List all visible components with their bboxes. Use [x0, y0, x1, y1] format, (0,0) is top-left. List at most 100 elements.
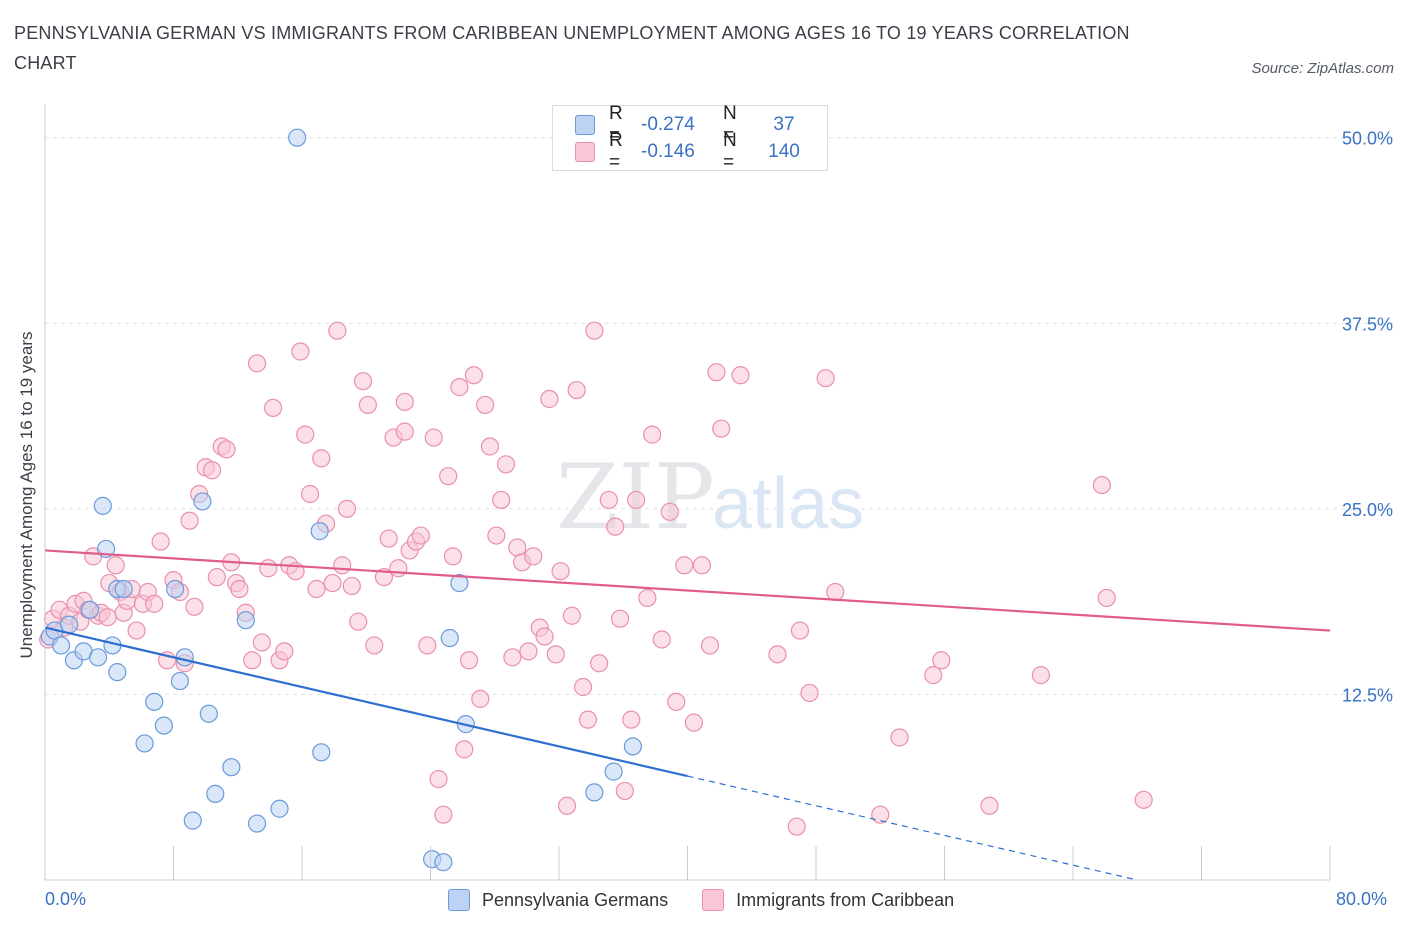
data-point: [243, 651, 262, 670]
data-point: [480, 437, 500, 456]
y-tick-label: 37.5%: [1342, 314, 1393, 334]
data-point: [519, 642, 538, 661]
data-point: [557, 796, 577, 815]
data-point: [932, 651, 951, 670]
data-point: [395, 422, 414, 441]
data-point: [424, 428, 443, 447]
data-point: [183, 811, 202, 830]
legend-n-label: N =: [723, 103, 737, 146]
data-point: [263, 398, 283, 417]
data-point: [551, 562, 570, 581]
legend-swatch-blue: [575, 115, 595, 135]
data-point: [684, 713, 704, 732]
data-point: [145, 594, 164, 613]
data-point: [247, 814, 267, 833]
data-point: [567, 380, 586, 400]
data-point: [88, 648, 108, 667]
legend-n-label: N =: [723, 130, 737, 173]
data-point: [365, 636, 384, 655]
data-point: [1031, 666, 1050, 685]
data-point: [622, 710, 641, 729]
data-point: [626, 490, 646, 510]
legend-swatch-pink: [575, 142, 595, 162]
data-point: [323, 573, 342, 593]
data-point: [175, 648, 194, 667]
x-tick-min: 0.0%: [45, 889, 87, 909]
data-point: [599, 490, 618, 510]
data-point: [230, 579, 249, 599]
data-point: [300, 484, 320, 504]
x-tick-max: 80.0%: [1336, 889, 1388, 909]
data-point: [450, 378, 469, 397]
data-point: [80, 600, 100, 619]
data-point: [487, 526, 506, 545]
data-point: [288, 128, 307, 147]
legend-item-pennsylvania-germans[interactable]: Pennsylvania Germans: [448, 889, 668, 911]
data-point: [675, 556, 694, 575]
data-point: [59, 615, 79, 634]
watermark-atlas: atlas: [712, 464, 864, 544]
data-point: [578, 710, 598, 729]
data-point: [291, 342, 310, 361]
data-point: [312, 449, 331, 468]
data-point: [328, 321, 347, 340]
data-point: [185, 597, 204, 616]
data-point: [503, 648, 522, 667]
data-point: [585, 321, 604, 340]
data-point: [459, 651, 479, 670]
data-point: [615, 781, 634, 801]
data-point: [471, 689, 490, 708]
data-point: [114, 579, 133, 599]
data-point: [890, 728, 909, 747]
data-point: [270, 799, 289, 818]
data-point: [307, 579, 326, 599]
data-point: [652, 630, 671, 649]
data-point: [429, 769, 448, 789]
data-point: [395, 392, 414, 412]
data-point: [707, 363, 726, 382]
legend-label: Immigrants from Caribbean: [736, 889, 955, 910]
y-tick-label: 50.0%: [1342, 129, 1393, 149]
data-point: [660, 502, 679, 521]
data-point: [464, 366, 483, 385]
legend-r-value: -0.274: [641, 114, 695, 135]
data-point: [434, 853, 453, 872]
data-point: [692, 556, 712, 575]
data-point: [638, 588, 657, 608]
data-point: [562, 606, 581, 625]
data-point: [358, 395, 377, 415]
data-point: [379, 529, 398, 548]
data-point: [800, 683, 819, 703]
data-point: [826, 582, 845, 602]
series-legend: Pennsylvania Germans Immigrants from Car…: [448, 889, 988, 911]
legend-r-label: R =: [609, 103, 623, 146]
data-point: [643, 425, 662, 444]
data-point: [296, 425, 315, 444]
data-point: [108, 663, 127, 682]
data-point: [1092, 475, 1112, 495]
data-point: [731, 366, 750, 385]
data-point: [768, 645, 787, 664]
data-point: [1097, 588, 1116, 608]
data-point: [476, 395, 495, 415]
data-point: [275, 642, 294, 661]
data-point: [193, 492, 212, 511]
data-point: [349, 612, 368, 631]
data-point: [247, 354, 267, 373]
data-point: [712, 419, 731, 438]
y-tick-label: 12.5%: [1342, 685, 1393, 705]
trend-line-pennsylvania-germans: [44, 626, 688, 778]
data-point: [450, 573, 469, 593]
data-point: [154, 716, 173, 735]
legend-r-label: R =: [609, 130, 623, 173]
data-point: [573, 677, 593, 697]
data-point: [434, 805, 453, 824]
data-point: [540, 389, 559, 409]
trend-line-immigrants-caribbean: [44, 549, 1331, 632]
data-point: [816, 369, 835, 388]
data-point: [106, 556, 125, 575]
data-point: [252, 633, 271, 652]
data-point: [1134, 790, 1153, 809]
legend-item-immigrants-caribbean[interactable]: Immigrants from Caribbean: [702, 889, 954, 911]
